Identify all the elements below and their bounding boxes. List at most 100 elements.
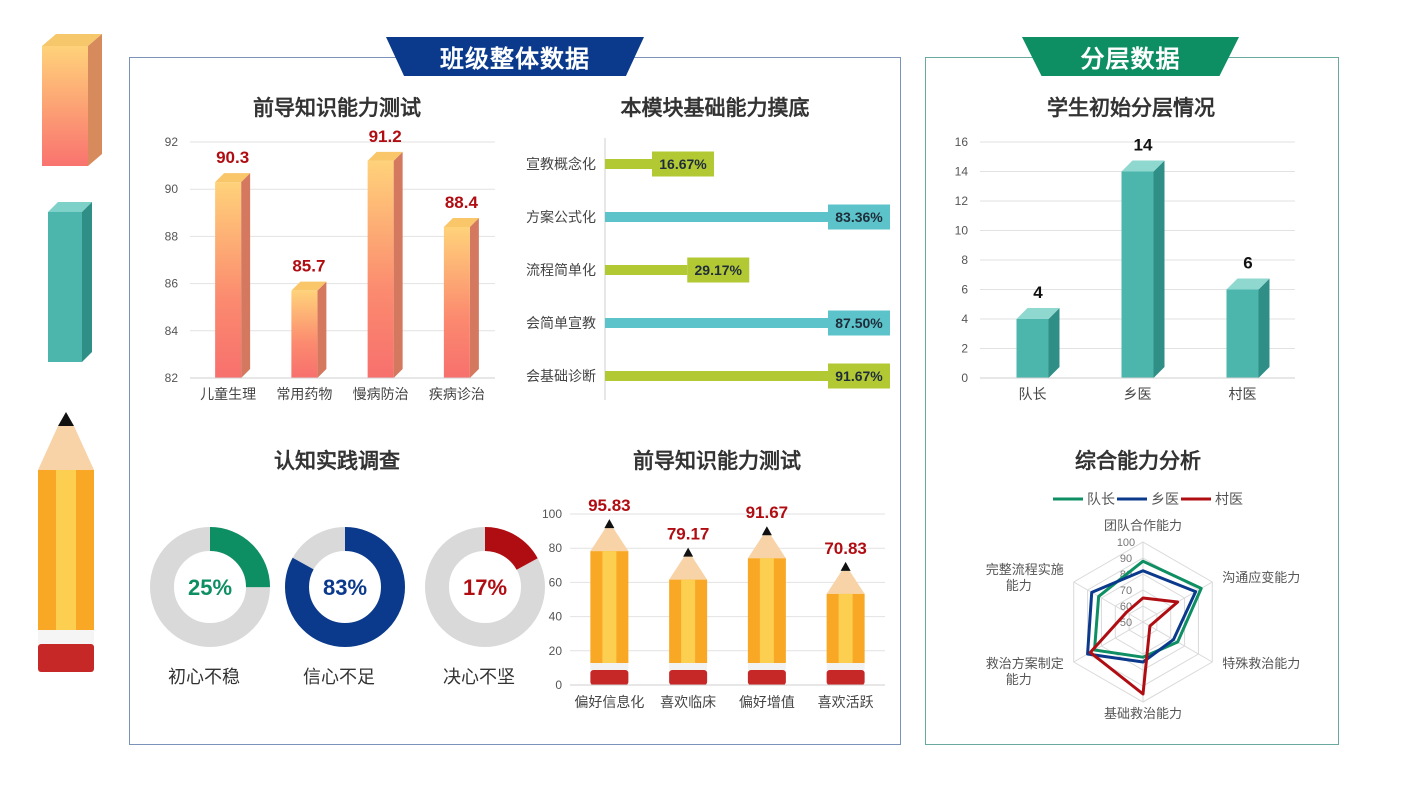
y-tick-label: 16: [955, 135, 969, 149]
radar-series: [1086, 569, 1198, 664]
bar-top: [1016, 308, 1060, 319]
bar-front: [215, 182, 242, 378]
data-label: 91.67: [746, 503, 789, 522]
pencil-eraser: [747, 670, 786, 685]
y-tick-label: 8: [961, 253, 968, 267]
bar-front: [367, 160, 394, 378]
category-label: 方案公式化: [526, 209, 596, 225]
pencil-stripe: [602, 551, 617, 663]
data-label: 85.7: [292, 257, 325, 276]
data-label-box: [828, 363, 890, 389]
pencil-eraser: [826, 670, 865, 685]
class-overall-banner: 班级整体数据: [386, 37, 644, 76]
y-tick-label: 92: [165, 135, 179, 149]
category-label: 偏好增值: [739, 694, 795, 710]
pencil-bar: [669, 547, 708, 685]
axis-label: 特殊救治能力: [1222, 656, 1300, 671]
axis-label: 基础救治能力: [1104, 706, 1182, 721]
pencil-stripe: [838, 593, 853, 663]
layer-chart-title: 学生初始分层情况: [1047, 97, 1215, 120]
pencil-eraser: [669, 670, 708, 685]
bar: [605, 318, 852, 328]
bar-front: [1226, 289, 1259, 378]
ring-name-label: 初心不稳: [168, 667, 240, 687]
pencil-tip: [683, 547, 694, 557]
axis-label: 完整流程实施能力: [986, 562, 1064, 593]
bar-top: [291, 281, 327, 291]
bar-side: [317, 281, 327, 378]
ability-radar-chart: 队长 乡医 村医5060708090100团队合作能力沟通应变能力特殊救治能力基础救…: [986, 491, 1301, 721]
category-label: 宣教概念化: [526, 156, 596, 172]
bar-top: [1121, 160, 1165, 172]
pencil-tip: [761, 526, 772, 536]
pencil-ferrule: [590, 663, 629, 670]
legend-label: 队长: [1087, 491, 1115, 507]
module-ability-chart: 宣教概念化 16.67% 方案公式化 83.36% 流程简单化 29.17% 会简单宣教 87…: [526, 138, 890, 400]
layered-banner: 分层数据: [1022, 37, 1239, 76]
category-label: 慢病防治: [353, 386, 409, 402]
pencil-wood: [826, 570, 865, 594]
y-tick-label: 90: [165, 182, 179, 196]
axis-label: 救治方案制定能力: [986, 656, 1064, 687]
y-tick-label: 4: [961, 312, 968, 326]
data-label: 88.4: [445, 193, 479, 212]
bar-side: [1153, 160, 1165, 378]
y-tick-label: 2: [961, 342, 968, 356]
y-tick-label: 0: [961, 371, 968, 385]
ring-value-label: 17%: [463, 575, 507, 600]
y-tick-label: 80: [549, 541, 563, 555]
bar: [605, 212, 841, 222]
y-tick-label: 100: [542, 507, 562, 521]
data-label: 90.3: [216, 148, 249, 167]
data-label: 16.67%: [659, 156, 707, 172]
category-label: 流程简单化: [526, 262, 596, 278]
category-label: 常用药物: [276, 386, 332, 402]
y-tick-label: 20: [549, 644, 563, 658]
pencil-stripe: [759, 558, 774, 663]
radar-series: [1093, 559, 1203, 659]
y-tick-label: 84: [165, 324, 179, 338]
bar: [367, 151, 403, 378]
y-tick-label: 60: [549, 575, 563, 589]
category-label: 喜欢临床: [660, 694, 716, 710]
bar: [605, 371, 864, 381]
data-label: 14: [1134, 136, 1153, 155]
pencil-stripe: [681, 579, 696, 663]
bar-top: [1226, 278, 1270, 290]
category-label: 喜欢活跃: [818, 694, 874, 710]
pencil-wood: [590, 528, 629, 552]
ring-name-label: 决心不坚: [443, 667, 515, 687]
bar-side: [1258, 278, 1270, 378]
prior-knowledge-chart: 82 84 86 88 90 92 90.3 儿童生理 85.7 常用药物 91.2 慢病防治 88.4…: [165, 128, 495, 402]
y-tick-label: 10: [955, 224, 969, 238]
category-label: 村医: [1229, 386, 1257, 402]
bar-side: [241, 173, 251, 378]
data-label-box: [828, 204, 890, 230]
orange-block-decoration: [42, 34, 102, 166]
bar-front: [1016, 319, 1049, 378]
data-label: 95.83: [588, 496, 631, 515]
radar-spoke: [1073, 621, 1144, 663]
bar-side: [393, 151, 403, 378]
pencil-ferrule: [747, 663, 786, 670]
bar: [1226, 278, 1270, 378]
layered-banner-text: 分层数据: [1080, 46, 1181, 73]
module-chart-title: 本模块基础能力摸底: [620, 97, 810, 120]
bar: [215, 173, 251, 378]
y-tick-label: 88: [165, 229, 179, 243]
bar: [1016, 308, 1060, 378]
data-label: 70.83: [824, 539, 867, 558]
category-label: 偏好信息化: [574, 694, 644, 710]
category-label: 儿童生理: [200, 386, 256, 402]
bar: [291, 281, 327, 378]
axis-label: 团队合作能力: [1104, 518, 1182, 533]
bar: [1121, 160, 1165, 378]
radar-series: [1088, 596, 1180, 696]
pencil-bar: [590, 519, 629, 685]
ring-segment: [150, 527, 270, 647]
radial-tick-label: 100: [1117, 537, 1135, 549]
radial-tick-label: 50: [1120, 617, 1132, 629]
bar-front: [291, 290, 318, 378]
pencil-tip: [604, 519, 615, 529]
bar-front: [443, 226, 470, 378]
